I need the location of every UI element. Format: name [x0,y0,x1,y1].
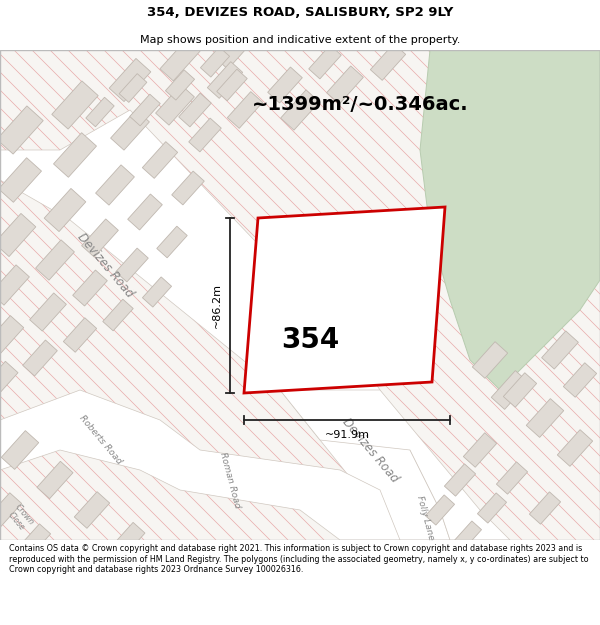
Polygon shape [472,342,508,378]
Polygon shape [425,495,455,525]
Polygon shape [542,331,578,369]
Polygon shape [64,318,97,352]
Polygon shape [526,399,564,437]
Polygon shape [160,39,200,81]
Polygon shape [208,62,242,98]
Polygon shape [0,158,41,202]
Polygon shape [128,194,163,230]
Polygon shape [454,521,482,549]
Polygon shape [44,189,86,231]
Polygon shape [35,240,74,280]
Polygon shape [189,118,221,152]
Polygon shape [23,340,58,376]
Text: Contains OS data © Crown copyright and database right 2021. This information is : Contains OS data © Crown copyright and d… [9,544,589,574]
Polygon shape [0,214,36,256]
Polygon shape [217,31,253,69]
Polygon shape [227,92,263,128]
Polygon shape [370,44,406,81]
Text: ~1399m²/~0.346ac.: ~1399m²/~0.346ac. [251,96,469,114]
Polygon shape [529,492,560,524]
Polygon shape [478,493,506,523]
Polygon shape [503,372,536,408]
Text: ~91.9m: ~91.9m [325,430,370,440]
Polygon shape [491,371,529,409]
Polygon shape [326,66,364,104]
Polygon shape [281,90,319,130]
Polygon shape [200,47,230,77]
Polygon shape [111,522,145,558]
Polygon shape [0,106,43,154]
Polygon shape [172,171,204,205]
Polygon shape [130,94,160,126]
Polygon shape [280,390,510,540]
Polygon shape [445,464,476,496]
Polygon shape [0,316,24,354]
Polygon shape [0,492,22,528]
Polygon shape [110,110,149,150]
Polygon shape [309,45,341,79]
Polygon shape [52,81,98,129]
Polygon shape [563,362,596,398]
Polygon shape [142,277,172,307]
Polygon shape [179,93,211,127]
Text: 354: 354 [281,326,339,354]
Polygon shape [95,165,134,205]
Polygon shape [0,361,18,399]
Polygon shape [0,110,450,540]
Polygon shape [86,98,114,127]
Polygon shape [157,226,187,258]
Polygon shape [82,219,118,257]
Polygon shape [217,69,247,101]
Text: Folly Lane: Folly Lane [415,495,435,541]
Text: Map shows position and indicative extent of the property.: Map shows position and indicative extent… [140,35,460,45]
Polygon shape [166,70,194,100]
Text: Roberts Road: Roberts Road [77,414,123,466]
Polygon shape [53,132,97,178]
Polygon shape [142,142,178,178]
Text: Devizes Road: Devizes Road [340,415,401,485]
Polygon shape [1,431,39,469]
Polygon shape [463,432,497,468]
Polygon shape [244,207,445,393]
Text: 354, DEVIZES ROAD, SALISBURY, SP2 9LY: 354, DEVIZES ROAD, SALISBURY, SP2 9LY [147,6,453,19]
Polygon shape [19,524,50,556]
Text: Crown
Close: Crown Close [5,503,35,534]
Polygon shape [109,59,151,101]
Polygon shape [74,492,110,528]
Polygon shape [0,390,400,540]
Polygon shape [496,462,527,494]
Text: ~86.2m: ~86.2m [212,283,222,328]
Polygon shape [268,67,302,103]
Polygon shape [116,248,148,282]
Text: Devizes Road: Devizes Road [74,230,136,300]
Polygon shape [29,293,67,331]
Text: Roman Road: Roman Road [218,451,242,509]
Polygon shape [103,299,133,331]
Polygon shape [73,270,107,306]
Polygon shape [119,74,147,102]
Polygon shape [557,429,593,466]
Polygon shape [155,85,194,125]
Polygon shape [0,265,29,305]
Polygon shape [37,461,73,499]
Polygon shape [420,50,600,390]
